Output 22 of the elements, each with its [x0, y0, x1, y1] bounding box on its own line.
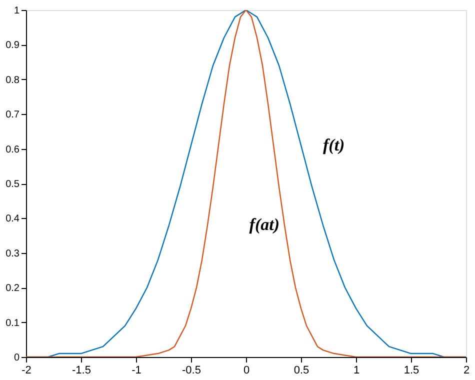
- y-tick-label: 0.5: [6, 179, 20, 190]
- y-tick-label: 0.2: [6, 283, 20, 294]
- y-tick-label: 0: [14, 352, 20, 364]
- y-tick-label: 0.3: [6, 248, 20, 260]
- y-tick-label: 0.4: [6, 214, 20, 225]
- x-tick-label: 0: [243, 364, 250, 376]
- y-tick-label: 1: [14, 6, 20, 16]
- y-tick-label: 0.6: [6, 144, 20, 156]
- x-tick-label: 1.5: [404, 364, 420, 376]
- y-tick-label: 0.7: [6, 110, 20, 121]
- x-tick-label: 1: [353, 364, 360, 376]
- x-tick-label: -1.5: [72, 364, 91, 376]
- series-label: f(at): [249, 215, 280, 234]
- x-tick-label: -1: [132, 364, 142, 376]
- x-tick-label: 2: [463, 364, 470, 376]
- x-tick-label: 0.5: [294, 364, 310, 376]
- y-tick-label: 0.1: [6, 318, 20, 329]
- y-tick-label: 0.8: [6, 74, 20, 86]
- x-tick-label: -2: [22, 364, 32, 376]
- series-label: f(t): [323, 135, 345, 154]
- x-tick-label: -0.5: [182, 364, 201, 376]
- y-tick-label: 0.9: [6, 40, 20, 52]
